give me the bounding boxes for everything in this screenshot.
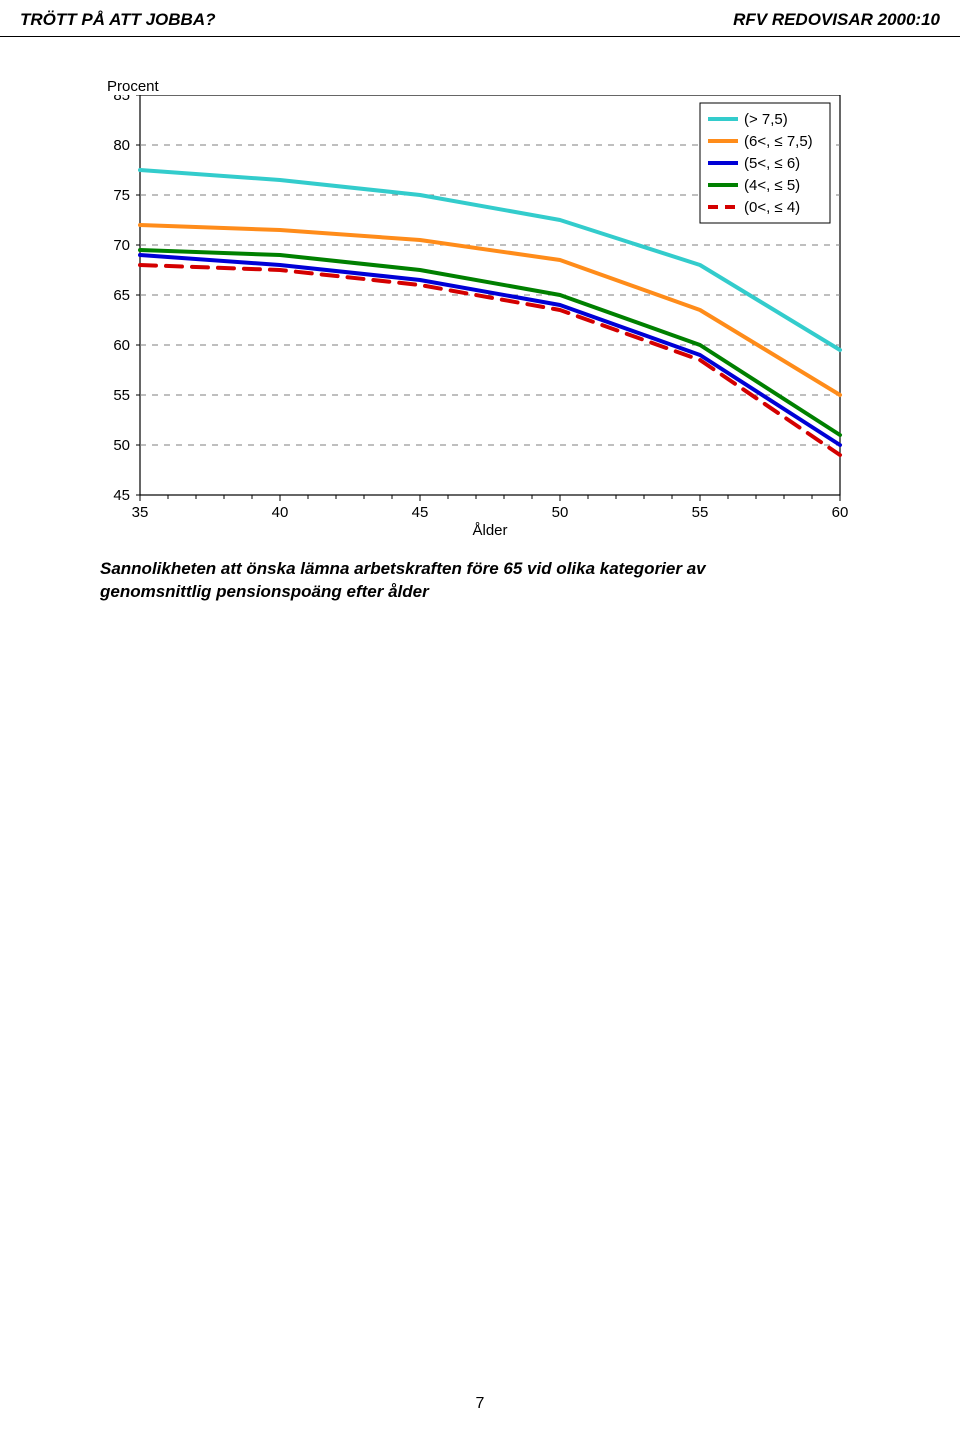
x-tick-label: 35 — [132, 504, 149, 521]
legend-label: (0<, ≤ 4) — [744, 199, 800, 216]
y-tick-label: 45 — [113, 487, 130, 504]
y-tick-label: 55 — [113, 387, 130, 404]
y-tick-label: 75 — [113, 187, 130, 204]
legend-label: (5<, ≤ 6) — [744, 155, 800, 172]
y-tick-label: 60 — [113, 337, 130, 354]
caption-line-2: genomsnittlig pensionspoäng efter ålder — [100, 582, 429, 601]
header-right: RFV REDOVISAR 2000:10 — [733, 10, 940, 30]
x-tick-label: 45 — [412, 504, 429, 521]
chart-container: Procent 455055606570758085354045505560Ål… — [100, 95, 880, 570]
caption-line-1: Sannolikheten att önska lämna arbetskraf… — [100, 559, 706, 578]
y-tick-label: 80 — [113, 137, 130, 154]
chart-caption: Sannolikheten att önska lämna arbetskraf… — [100, 558, 860, 604]
legend-label: (6<, ≤ 7,5) — [744, 133, 813, 150]
y-tick-label: 85 — [113, 95, 130, 104]
y-tick-label: 50 — [113, 437, 130, 454]
legend-label: (> 7,5) — [744, 111, 788, 128]
y-tick-label: 70 — [113, 237, 130, 254]
page-number: 7 — [0, 1395, 960, 1413]
x-axis-title: Ålder — [472, 522, 507, 539]
page: TRÖTT PÅ ATT JOBBA? RFV REDOVISAR 2000:1… — [0, 0, 960, 1433]
y-axis-title: Procent — [107, 78, 159, 95]
x-tick-label: 55 — [692, 504, 709, 521]
x-tick-label: 40 — [272, 504, 289, 521]
header-left: TRÖTT PÅ ATT JOBBA? — [20, 10, 215, 30]
y-tick-label: 65 — [113, 287, 130, 304]
line-chart: 45 50 55 60 65 70 75 80 85 35 40 45 50 55 60 Ålder (> 7,… — [100, 95, 880, 565]
x-tick-label: 60 — [832, 504, 849, 521]
page-header: TRÖTT PÅ ATT JOBBA? RFV REDOVISAR 2000:1… — [0, 0, 960, 37]
x-tick-label: 50 — [552, 504, 569, 521]
legend-label: (4<, ≤ 5) — [744, 177, 800, 194]
